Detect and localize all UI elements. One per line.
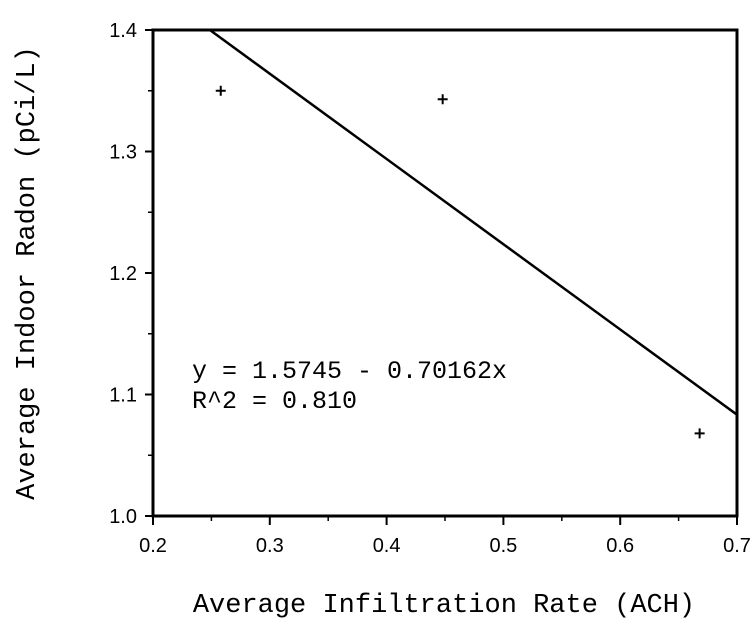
equation-annotation: y = 1.5745 - 0.70162x: [192, 357, 507, 386]
data-point: [694, 428, 705, 439]
regression-line: [207, 30, 737, 416]
r-squared-annotation: R^2 = 0.810: [192, 387, 357, 416]
y-tick-label: 1.1: [109, 385, 137, 407]
y-tick-label: 1.0: [109, 506, 137, 528]
x-tick-label: 0.5: [489, 535, 517, 557]
y-tick-label: 1.3: [109, 142, 137, 164]
y-axis-title: Average Indoor Radon (pCi/L): [13, 46, 43, 500]
plot-area: 0.2 0.3 0.4 0.5 0.6 0.7 1.0 1.1 1.2 1.3 1.4: [109, 20, 751, 557]
x-tick-label: 0.7: [723, 535, 751, 557]
x-axis-title: Average Infiltration Rate (ACH): [193, 591, 695, 621]
y-tick-label: 1.2: [109, 263, 137, 285]
x-tick-label: 0.4: [373, 535, 401, 557]
data-point: [437, 94, 448, 105]
y-tick-label: 1.4: [109, 20, 137, 42]
x-tick-label: 0.6: [606, 535, 634, 557]
x-tick-label: 0.3: [256, 535, 284, 557]
x-tick-label: 0.2: [139, 535, 167, 557]
plot-frame: [151, 28, 739, 518]
data-point: [215, 85, 226, 96]
